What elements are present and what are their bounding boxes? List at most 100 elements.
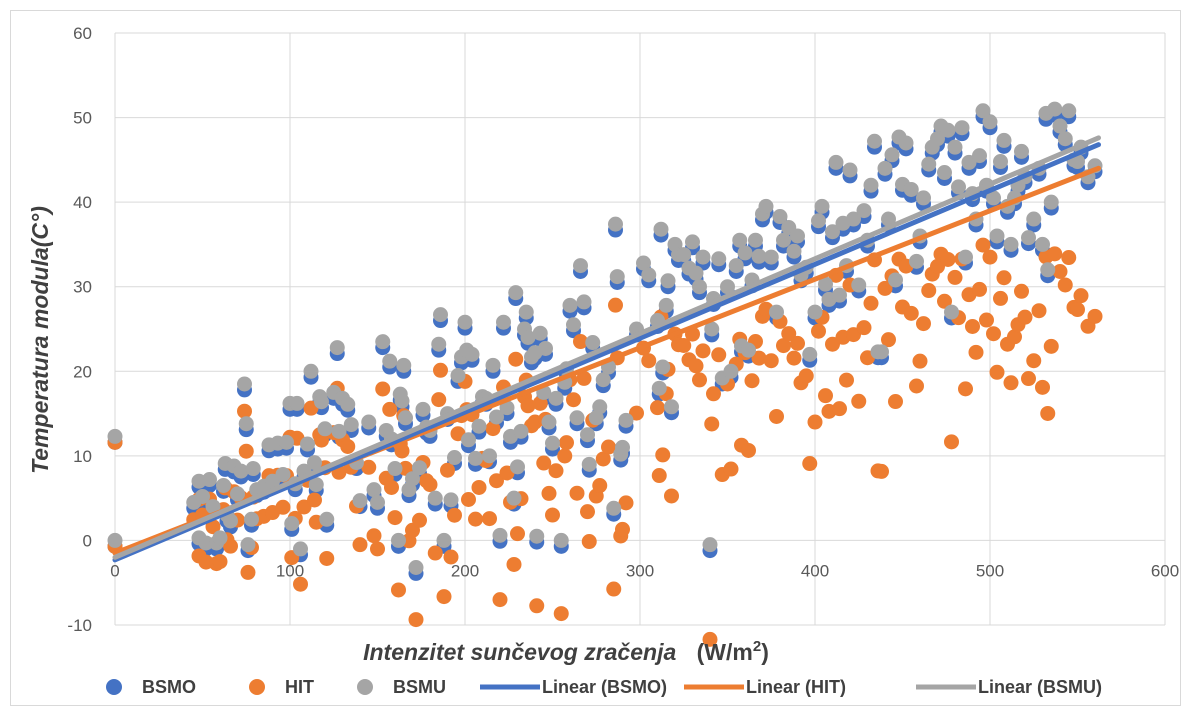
data-point-hit [580,504,595,520]
data-point-hit [802,456,818,472]
data-point-bsmu [903,181,919,197]
data-point-bsmu [655,359,671,375]
data-point-bsmu [489,409,504,425]
data-point-hit [545,507,560,523]
data-point-bsmu [930,131,945,147]
data-point-bsmu [947,139,963,155]
data-point-hit [293,576,308,592]
data-point-bsmu [553,532,569,548]
data-point-hit [982,249,998,265]
data-point-hit [391,582,406,598]
data-point-bsmu [513,423,529,439]
data-point-hit [1017,309,1033,325]
trendline-linear-bsmu [112,135,1101,560]
data-point-bsmu [216,477,231,493]
data-point-hit [947,269,963,285]
data-point-hit [559,435,574,451]
data-point-bsmu [545,435,560,451]
data-point-hit [664,488,679,504]
data-point-hit [375,381,391,397]
data-point-bsmu [807,304,823,320]
data-point-bsmu [776,232,791,248]
data-point-hit [576,370,592,386]
data-point-bsmu [394,393,410,409]
data-point-hit [912,353,928,369]
data-point-bsmu [370,494,385,510]
data-point-hit [618,495,634,511]
data-point-hit [569,485,585,501]
data-point-bsmu [763,249,779,265]
data-point-hit [1026,353,1042,369]
data-point-bsmu [975,103,991,119]
data-point-hit [751,350,767,366]
data-point-bsmu [720,279,735,295]
data-point-bsmu [874,344,889,360]
data-point-bsmu [529,528,545,544]
data-point-bsmu [732,232,748,248]
data-point-bsmu [802,346,818,362]
data-point-hit [275,499,291,515]
data-point-bsmu [741,342,756,358]
data-point-bsmu [293,541,308,557]
data-point-bsmu [863,177,879,193]
data-point-hit [431,392,447,408]
data-point-bsmu [814,198,830,214]
data-point-bsmu [658,297,674,313]
legend-label: Linear (HIT) [746,677,846,697]
data-point-bsmu [818,276,833,292]
data-point-bsmu [653,221,669,237]
data-point-bsmu [284,516,300,532]
x-axis-title: Intenzitet sunčevog zračenja (W/m2) [363,638,769,665]
data-point-hit [471,479,487,495]
data-point-hit [1035,379,1050,395]
data-point-hit [422,477,438,493]
trendline-linear-bsmo [112,142,1101,563]
data-point-bsmu [692,279,707,295]
data-point-bsmu [888,272,903,288]
data-point-hit [776,338,791,354]
data-point-bsmu [427,490,443,506]
data-point-hit [786,350,802,366]
y-tick-label: 50 [73,109,92,128]
data-point-hit [319,550,335,566]
data-point-hit [909,378,924,394]
data-point-bsmu [660,273,676,289]
data-point-hit [1057,277,1073,293]
data-point-hit [506,556,522,572]
data-point-hit [307,492,322,508]
data-point-hit [427,545,443,561]
data-point-bsmu [1040,262,1056,278]
data-point-bsmu [405,471,420,487]
data-point-bsmu [275,466,291,482]
data-point-bsmu [856,203,872,219]
data-point-hit [818,388,833,404]
data-point-hit [986,326,1001,342]
data-point-bsmu [340,396,356,412]
data-point-hit [916,316,931,332]
data-point-bsmu [510,459,525,475]
data-point-hit [553,606,569,622]
trendlines [112,135,1101,563]
data-point-bsmu [609,269,625,285]
data-point-bsmu [790,228,805,244]
y-tick-label: 40 [73,193,92,212]
data-point-hit [573,334,588,350]
data-point-hit [566,392,581,408]
data-point-hit [839,372,854,388]
data-point-bsmu [329,340,345,356]
data-point-bsmu [1021,230,1036,246]
data-point-bsmu [331,423,347,439]
data-point-hit [676,337,692,353]
data-point-hit [704,416,720,432]
data-point-hit [595,451,611,467]
data-point-hit [972,281,987,297]
legend-label: Linear (BSMO) [542,677,667,697]
data-point-bsmu [585,335,601,351]
legend-label: BSMU [393,677,446,697]
data-point-bsmu [303,363,319,379]
data-point-hit [706,386,721,402]
data-point-bsmu [951,179,966,195]
data-point-hit [1003,375,1019,391]
data-point-bsmu [198,535,214,551]
data-point-hit [811,323,826,339]
